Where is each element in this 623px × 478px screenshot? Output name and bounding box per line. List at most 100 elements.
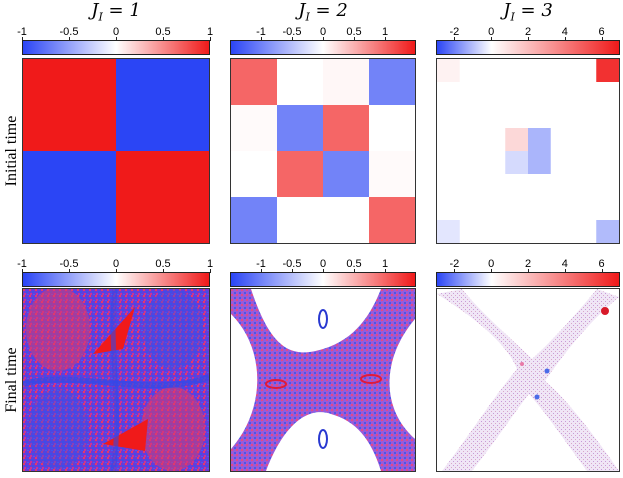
- heatmap-cell: [116, 151, 209, 243]
- colorbar-initial-1: [22, 40, 210, 55]
- colorbar-tick-label: -2: [449, 26, 460, 38]
- heatmap-cell: [231, 151, 278, 198]
- colorbar-tick-label: -1: [256, 258, 266, 270]
- colorbar-initial-3: [436, 40, 620, 55]
- heatmap-cell: [437, 128, 461, 152]
- heatmap-cell: [528, 82, 552, 106]
- heatmap-cell: [505, 151, 529, 175]
- colorbar-final-2: [230, 272, 416, 287]
- heatmap-cell: [437, 220, 461, 243]
- heatmap-cell: [528, 59, 552, 83]
- colorbar-tick-label: -0.5: [282, 258, 302, 270]
- heatmap-cell: [573, 174, 597, 198]
- heatmap-cell: [550, 197, 574, 221]
- heatmap-cell: [528, 105, 552, 129]
- heatmap-cell: [596, 128, 619, 152]
- heatmap-cell: [505, 220, 529, 243]
- colorbar-tick: [601, 37, 603, 41]
- heatmap-cell: [505, 105, 529, 129]
- heatmap-cell: [323, 105, 370, 152]
- colorbar-tick-label: 0: [112, 26, 120, 38]
- colorbar-tick-label: 0: [488, 26, 495, 38]
- colorbar-tick: [323, 37, 324, 41]
- heatmap-cell: [277, 105, 324, 152]
- heatmap-cell: [596, 82, 619, 106]
- heatmap-cell: [528, 197, 552, 221]
- heatmap-cell: [369, 151, 415, 198]
- heatmap-cell: [550, 128, 574, 152]
- colorbar-tick: [261, 37, 262, 41]
- heatmap-cell: [369, 105, 415, 152]
- colorbar-tick-label: 0.5: [155, 258, 171, 270]
- heatmap-cell: [482, 59, 506, 83]
- heatmap-cell: [23, 59, 117, 152]
- heatmap-cell: [528, 151, 552, 175]
- heatmap-cell: [596, 105, 619, 129]
- heatmap-j1-initial: [22, 58, 210, 244]
- colorbar-tick: [22, 37, 23, 41]
- heatmap-cell: [277, 59, 324, 106]
- colorbar-tick-label: 1: [381, 258, 389, 270]
- heatmap-cell: [505, 59, 529, 83]
- heatmap-cell: [459, 82, 483, 106]
- heatmap-cell: [482, 220, 506, 243]
- heatmap-cell: [550, 82, 574, 106]
- column-title-j3: JI = 3: [503, 0, 553, 24]
- heatmap-cell: [573, 151, 597, 175]
- colorbar-tick: [385, 37, 386, 41]
- colorbar-tick-label: -2: [449, 258, 460, 270]
- heatmap-cell: [573, 59, 597, 83]
- heatmap-cell: [596, 59, 619, 83]
- column-title-j2: JI = 2: [298, 0, 348, 24]
- heatmap-cell: [573, 197, 597, 221]
- colorbar-tick: [163, 269, 164, 273]
- heatmap-cell: [459, 197, 483, 221]
- heatmap-cell: [277, 197, 324, 243]
- colorbar-tick: [69, 37, 70, 41]
- heatmap-j3-initial: [436, 58, 620, 244]
- heatmap-cell: [369, 197, 415, 243]
- colorbar-tick: [528, 37, 529, 41]
- row-label-final: Final time: [3, 347, 20, 413]
- colorbar-tick: [564, 37, 566, 41]
- heatmap-cell: [573, 220, 597, 243]
- colorbar-tick-label: 6: [598, 258, 605, 270]
- heatmap-cell: [437, 59, 461, 83]
- heatmap-j2-initial: [230, 58, 416, 244]
- heatmap-cell: [459, 105, 483, 129]
- colorbar-tick-label: 6: [598, 26, 605, 38]
- heatmap-cell: [528, 220, 552, 243]
- heatmap-cell: [277, 151, 324, 198]
- colorbar-tick-label: 0: [319, 26, 327, 38]
- heatmap-cell: [505, 174, 529, 198]
- heatmap-cell: [596, 220, 619, 243]
- colorbar-tick: [564, 269, 566, 273]
- colorbar-tick-label: 1: [206, 258, 214, 270]
- colorbar-tick: [601, 269, 603, 273]
- heatmap-cell: [323, 59, 370, 106]
- colorbar-tick-label: 0.5: [346, 258, 362, 270]
- heatmap-j1-final: [22, 288, 210, 472]
- colorbar-tick-label: 2: [524, 258, 532, 270]
- heatmap-cell: [231, 105, 278, 152]
- heatmap-cell: [482, 174, 506, 198]
- colorbar-tick-label: 0.5: [346, 26, 362, 38]
- colorbar-tick-label: 1: [206, 26, 214, 38]
- heatmap-cell: [528, 128, 552, 152]
- colorbar-tick-label: -1: [17, 26, 27, 38]
- colorbar-tick-label: 1: [381, 26, 389, 38]
- heatmap-cell: [573, 105, 597, 129]
- heatmap-j3-final: [436, 288, 620, 472]
- heatmap-cell: [482, 82, 506, 106]
- colorbar-tick: [116, 269, 117, 273]
- colorbar-tick: [354, 37, 355, 41]
- heatmap-cell: [550, 59, 574, 83]
- heatmap-cell: [505, 197, 529, 221]
- colorbar-tick: [292, 269, 293, 273]
- heatmap-cell: [528, 174, 552, 198]
- heatmap-cell: [550, 220, 574, 243]
- colorbar-tick: [454, 37, 456, 41]
- colorbar-initial-2: [230, 40, 416, 55]
- colorbar-tick-label: -0.5: [59, 258, 79, 270]
- colorbar-tick-label: -1: [17, 258, 27, 270]
